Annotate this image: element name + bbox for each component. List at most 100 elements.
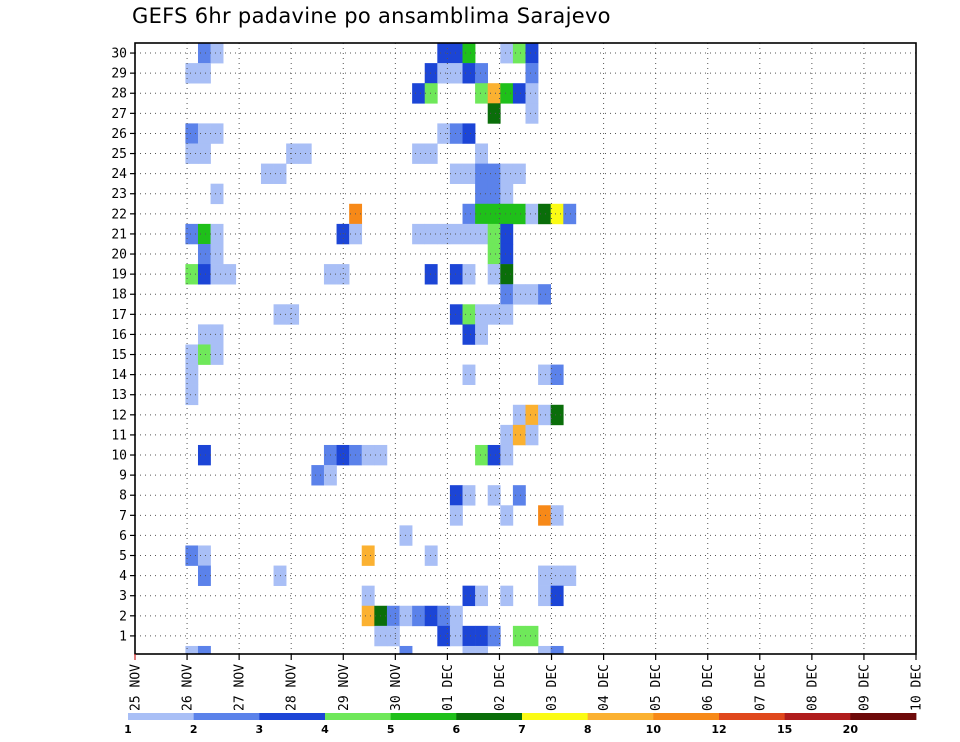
heatmap-cell	[487, 264, 501, 285]
colorbar-segment	[128, 713, 195, 720]
heatmap-cell	[475, 625, 489, 647]
y-tick-label: 27	[111, 107, 127, 122]
gridlines	[135, 43, 916, 654]
heatmap-cell	[563, 203, 577, 225]
colorbar-segment	[850, 713, 917, 720]
y-tick-label: 28	[111, 87, 127, 102]
heatmap-cell	[185, 123, 199, 144]
heatmap-cell	[260, 163, 274, 184]
y-tick-label: 7	[119, 509, 127, 524]
heatmap-cell	[185, 384, 199, 406]
heatmap-cell	[525, 284, 539, 305]
heatmap-cell	[462, 123, 476, 144]
heatmap-cell	[185, 264, 199, 285]
heatmap-cell	[311, 465, 325, 486]
heatmap-cell	[500, 264, 514, 285]
heatmap-cell	[525, 43, 539, 64]
y-tick-label: 11	[111, 428, 127, 443]
colorbar-label: 1	[124, 723, 132, 736]
heatmap-cell	[449, 505, 463, 526]
heatmap-cell	[424, 605, 438, 627]
heatmap-cell	[475, 304, 489, 325]
x-tick-label: 05 DEC	[649, 664, 664, 711]
y-tick-label: 29	[111, 67, 127, 82]
heatmap-cell	[399, 645, 413, 655]
heatmap-cell	[550, 645, 564, 655]
heatmap-cell	[462, 43, 476, 64]
heatmap-cell	[538, 505, 551, 526]
heatmap-cell	[512, 43, 526, 64]
colorbar-label: 7	[518, 723, 526, 736]
colorbar-segment	[456, 713, 523, 720]
heatmap-cell	[487, 203, 501, 225]
heatmap-cell	[512, 83, 526, 104]
heatmap-cell	[386, 625, 400, 647]
x-tick-label: 25 NOV	[129, 664, 144, 711]
heatmap-cell	[437, 123, 451, 144]
heatmap-cell	[437, 605, 451, 627]
y-tick-label: 22	[111, 207, 127, 222]
heatmap-cell	[550, 585, 564, 607]
colorbar-label: 6	[453, 723, 461, 736]
heatmap-cell	[336, 223, 350, 245]
heatmap-cell	[424, 223, 438, 245]
heatmap-cell	[512, 404, 526, 426]
heatmap-cell	[525, 203, 539, 225]
y-tick-label: 9	[119, 469, 127, 484]
heatmap-cell	[437, 43, 451, 64]
heatmap-cell	[512, 203, 526, 225]
heatmap-cell	[525, 424, 539, 446]
heatmap-cell	[487, 243, 501, 265]
heatmap-cell	[500, 304, 514, 325]
colorbar-segment	[719, 713, 786, 720]
heatmap-cell	[197, 444, 211, 466]
heatmap-cell	[475, 585, 489, 607]
heatmap-cell	[210, 183, 224, 205]
x-tick-label: 30 NOV	[389, 664, 404, 711]
heatmap-cell	[424, 264, 438, 285]
heatmap-cell	[336, 444, 350, 466]
x-axis: 25 NOV 26 NOV 27 NOV 28 NOV 29 NOV 30 NOV 01 D…	[129, 654, 925, 711]
y-tick-label: 17	[111, 308, 127, 323]
heatmap-cell	[462, 625, 476, 647]
heatmap-cell	[197, 344, 211, 365]
plot-frame	[134, 42, 917, 655]
heatmap-cell	[223, 264, 237, 285]
heatmap-cells	[185, 43, 577, 655]
x-tick-label: 01 DEC	[441, 664, 456, 711]
heatmap-cell	[437, 223, 451, 245]
heatmap-cell	[500, 223, 514, 245]
heatmap-cell	[197, 565, 211, 586]
y-tick-label: 19	[111, 268, 127, 283]
heatmap-cell	[475, 183, 489, 205]
heatmap-cell	[512, 485, 526, 506]
y-tick-label: 25	[111, 147, 127, 162]
colorbar-legend: 1 2 3 4 5 6 7 8 10 12 15 20	[124, 713, 917, 736]
x-tick-label: 02 DEC	[493, 664, 508, 711]
heatmap-cell	[538, 565, 551, 586]
heatmap-cell	[538, 203, 551, 225]
y-tick-label: 13	[111, 388, 127, 403]
heatmap-cell	[500, 83, 514, 104]
heatmap-cell	[550, 404, 564, 426]
heatmap-cell	[525, 63, 539, 84]
heatmap-cell	[550, 364, 564, 385]
colorbar-segment	[784, 713, 851, 720]
heatmap-cell	[336, 264, 350, 285]
colorbar-segment	[259, 713, 326, 720]
x-tick-label: 26 NOV	[181, 664, 196, 711]
heatmap-cell	[185, 364, 199, 385]
y-tick-label: 15	[111, 348, 127, 363]
heatmap-cell	[475, 83, 489, 104]
heatmap-cell	[500, 505, 514, 526]
heatmap-cell	[475, 444, 489, 466]
y-tick-label: 23	[111, 187, 127, 202]
heatmap-cell	[538, 364, 551, 385]
heatmap-cell	[412, 605, 426, 627]
heatmap-cell	[525, 404, 539, 426]
heatmap-cell	[210, 223, 224, 245]
heatmap-cell	[197, 324, 211, 345]
heatmap-cell	[525, 625, 539, 647]
heatmap-cell	[475, 63, 489, 84]
